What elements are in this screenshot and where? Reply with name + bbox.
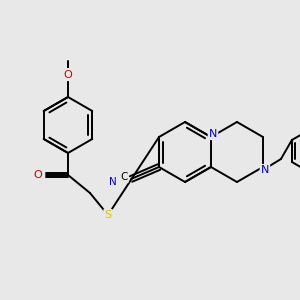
Text: O: O — [34, 170, 42, 180]
Text: N: N — [209, 129, 217, 139]
Text: O: O — [64, 70, 72, 80]
Text: S: S — [104, 210, 112, 220]
Text: C: C — [120, 172, 128, 182]
Text: O: O — [64, 69, 72, 79]
Text: N: N — [109, 177, 117, 187]
Text: N: N — [261, 165, 269, 175]
